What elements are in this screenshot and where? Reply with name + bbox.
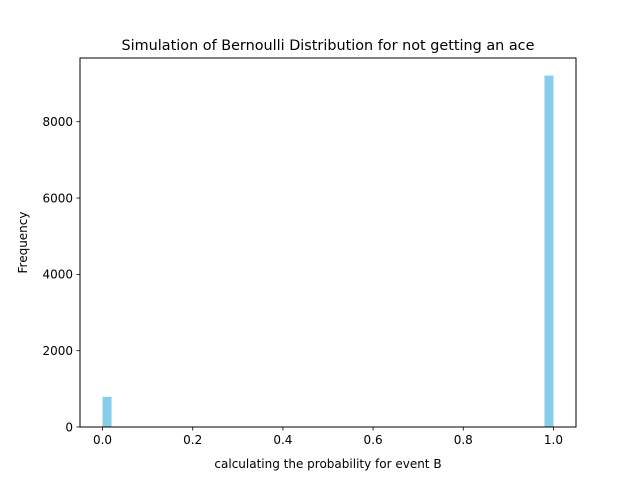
- y-axis: 0 2000 4000 6000 8000: [42, 115, 80, 434]
- chart-title: Simulation of Bernoulli Distribution for…: [122, 38, 535, 54]
- y-tick-label: 2000: [42, 344, 73, 358]
- y-tick-label: 4000: [42, 268, 73, 282]
- plot-frame: [79, 57, 577, 428]
- bar-1: [544, 75, 554, 428]
- y-tick-label: 0: [65, 420, 73, 434]
- x-tick-label: 0.0: [93, 433, 112, 447]
- x-tick-label: 0.8: [454, 433, 473, 447]
- x-tick-label: 0.2: [183, 433, 202, 447]
- x-axis: 0.0 0.2 0.4 0.6 0.8 1.0: [93, 427, 563, 447]
- x-tick-label: 0.4: [273, 433, 292, 447]
- x-tick-label: 1.0: [544, 433, 563, 447]
- bars-layer: [102, 75, 554, 428]
- bar-0: [102, 396, 112, 427]
- x-axis-label: calculating the probability for event B: [214, 457, 441, 471]
- y-tick-label: 8000: [42, 115, 73, 129]
- x-tick-label: 0.6: [364, 433, 383, 447]
- y-axis-label: Frequency: [16, 212, 30, 274]
- y-tick-label: 6000: [42, 191, 73, 205]
